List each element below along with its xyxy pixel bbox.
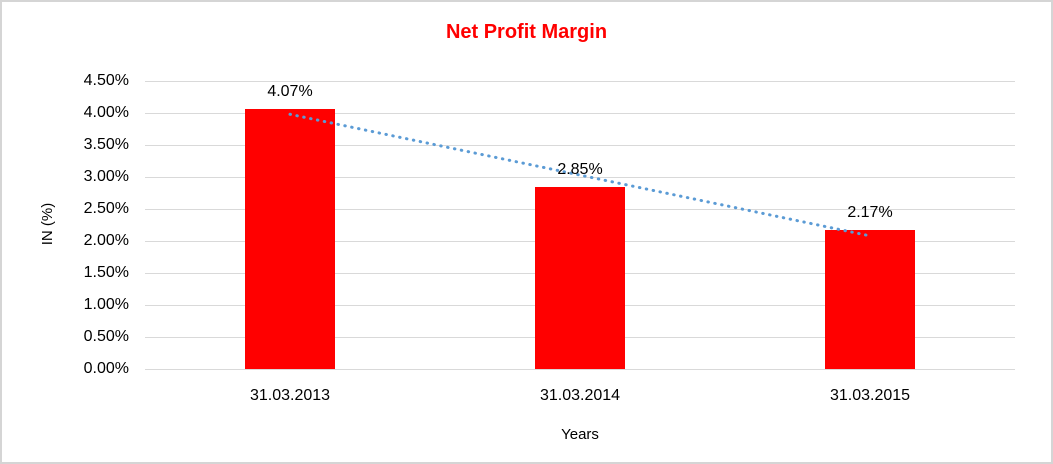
bar: [535, 186, 625, 369]
gridline: [145, 368, 1015, 370]
bar-value-label: 2.85%: [557, 160, 603, 178]
bar: [825, 230, 915, 369]
chart-title: Net Profit Margin: [445, 21, 608, 43]
y-tick-label: 3.00%: [83, 168, 129, 185]
y-tick-label: 3.50%: [83, 136, 129, 153]
y-tick-label: 1.50%: [83, 264, 129, 281]
bar-value-label: 4.07%: [267, 82, 313, 100]
x-tick-label: 31.03.2014: [539, 387, 621, 404]
y-tick-label: 0.00%: [83, 360, 129, 377]
bar: [245, 108, 335, 369]
x-tick-label: 31.03.2013: [249, 387, 331, 404]
y-tick-label: 4.50%: [83, 72, 129, 89]
y-tick-label: 0.50%: [83, 328, 129, 345]
y-axis-title: IN (%): [39, 202, 56, 246]
x-axis-title: Years: [561, 426, 599, 443]
y-tick-label: 1.00%: [83, 296, 129, 313]
y-tick-label: 2.00%: [83, 232, 129, 249]
y-tick-label: 2.50%: [83, 200, 129, 217]
bar-value-label: 2.17%: [847, 204, 893, 222]
x-tick-label: 31.03.2015: [829, 387, 911, 404]
y-tick-label: 4.00%: [83, 104, 129, 121]
gridline: [145, 80, 1015, 82]
